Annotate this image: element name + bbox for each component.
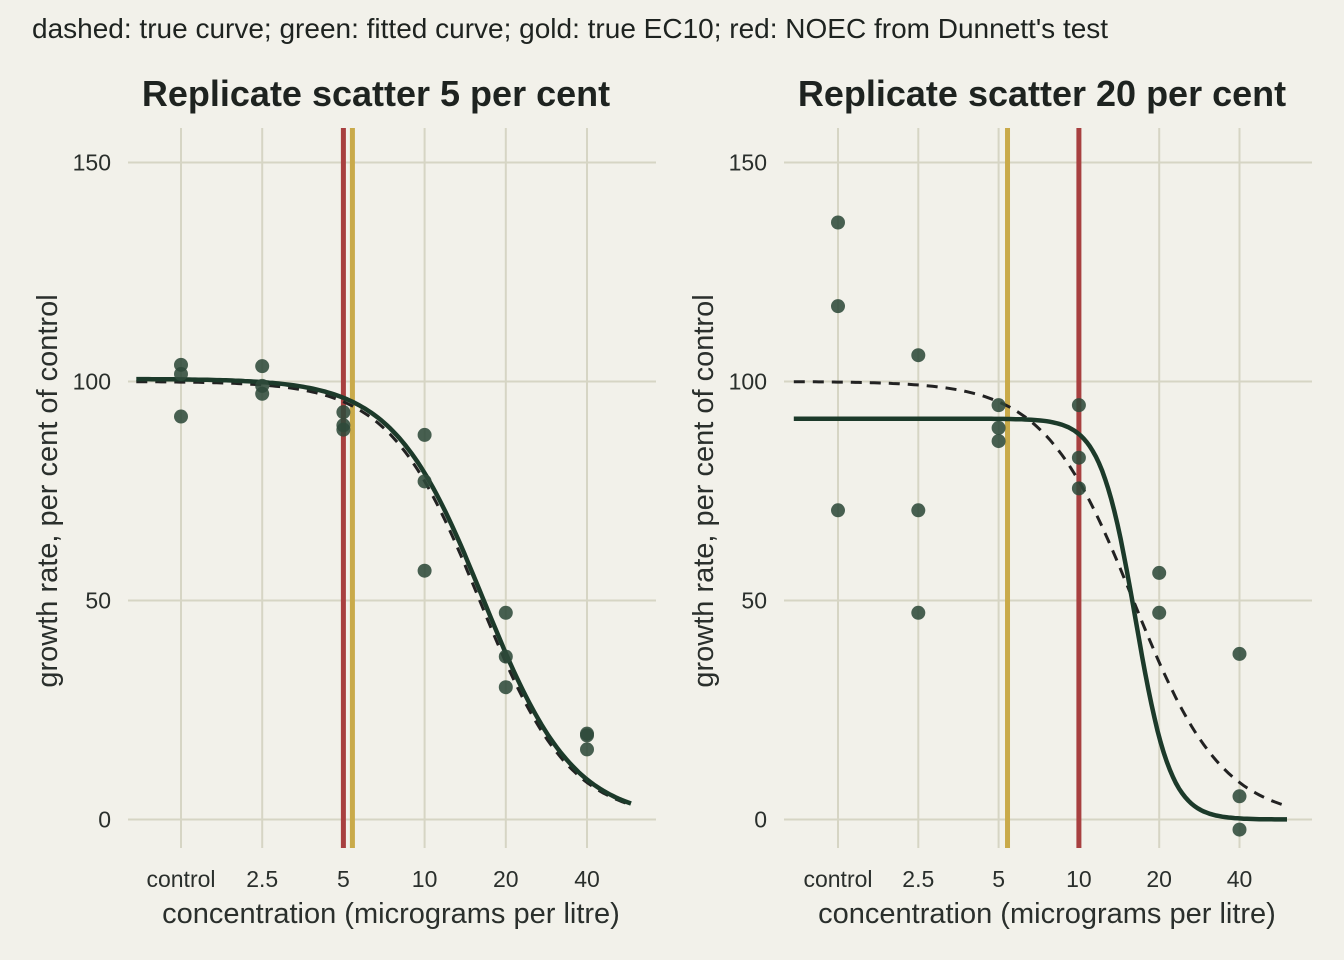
data-point — [1071, 398, 1086, 413]
data-point — [417, 427, 432, 442]
x-axis-label: concentration (micrograms per litre) — [818, 898, 1276, 930]
y-tick-label: 50 — [741, 588, 767, 614]
x-tick-label: 20 — [493, 866, 519, 892]
gridlines — [784, 128, 1312, 848]
y-tick-label: 0 — [754, 807, 767, 833]
data-point — [417, 563, 432, 578]
x-tick-label: 20 — [1146, 866, 1172, 892]
data-point — [336, 422, 351, 437]
fitted-curve — [793, 416, 1287, 822]
data-point — [991, 434, 1006, 449]
y-tick-label: 100 — [729, 369, 767, 395]
y-tick-label: 150 — [73, 150, 111, 176]
data-point — [174, 409, 188, 424]
x-tick-label: 40 — [1227, 866, 1253, 892]
data-point — [1071, 450, 1086, 465]
x-tick-label: 2.5 — [246, 866, 278, 892]
data-point — [1152, 605, 1167, 620]
figure-caption: dashed: true curve; green: fitted curve;… — [32, 13, 1108, 44]
x-tick-label: 10 — [1066, 866, 1092, 892]
y-axis-label: growth rate, per cent of control — [688, 294, 720, 687]
y-tick-label: 100 — [73, 369, 111, 395]
data-point — [991, 398, 1006, 413]
data-point — [831, 299, 845, 314]
x-tick-label: control — [803, 866, 872, 892]
data-point — [498, 680, 513, 695]
data-point — [580, 728, 594, 743]
panel-title: Replicate scatter 20 per cent — [798, 73, 1286, 114]
x-tick-label: 2.5 — [902, 866, 934, 892]
fitted-curve — [136, 376, 632, 806]
true-curve — [793, 380, 1288, 808]
data-point — [417, 474, 432, 489]
x-tick-label: 5 — [337, 866, 350, 892]
y-axis-label: growth rate, per cent of control — [32, 294, 64, 687]
x-tick-label: 5 — [992, 866, 1005, 892]
data-point — [1071, 481, 1086, 496]
y-tick-label: 50 — [85, 588, 111, 614]
x-tick-label: control — [146, 866, 215, 892]
data-point — [911, 348, 926, 363]
data-point — [174, 367, 188, 382]
data-point — [831, 503, 845, 518]
x-tick-label: 40 — [574, 866, 600, 892]
data-point — [498, 649, 513, 664]
data-point — [336, 405, 351, 420]
x-tick-label: 10 — [412, 866, 438, 892]
data-point — [580, 742, 594, 757]
panel-scatter-20: Replicate scatter 20 per cent concentrat… — [688, 73, 1312, 930]
y-tick-label: 0 — [98, 807, 111, 833]
data-point — [255, 359, 270, 374]
panel-scatter-5: Replicate scatter 5 per cent concentrati… — [32, 73, 656, 930]
true-curve — [136, 380, 632, 807]
panel-title: Replicate scatter 5 per cent — [142, 73, 610, 114]
y-tick-label: 150 — [729, 150, 767, 176]
data-point — [1152, 565, 1167, 580]
data-point — [1232, 822, 1247, 837]
data-point — [911, 605, 926, 620]
data-point — [991, 420, 1006, 435]
data-point — [831, 215, 845, 230]
x-axis-label: concentration (micrograms per litre) — [162, 898, 620, 930]
gridlines — [128, 128, 656, 848]
data-point — [255, 386, 270, 401]
data-point — [1232, 789, 1247, 804]
data-point — [498, 605, 513, 620]
data-point — [911, 503, 926, 518]
data-point — [1232, 646, 1247, 661]
